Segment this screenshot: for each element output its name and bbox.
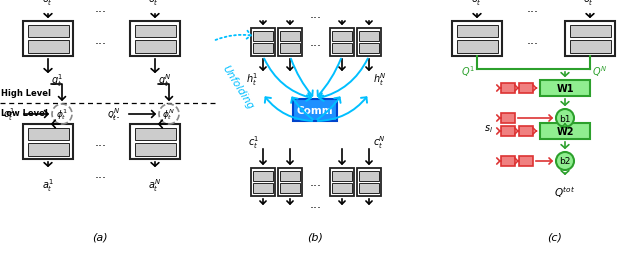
Bar [570, 25, 611, 38]
Text: ...: ... [310, 36, 322, 49]
Bar [519, 156, 533, 166]
Bar [452, 22, 502, 57]
Text: $o_t^1$: $o_t^1$ [42, 0, 54, 8]
Bar [134, 25, 175, 38]
Bar [278, 29, 302, 57]
Bar [332, 184, 352, 194]
Text: $c_t^1$: $c_t^1$ [248, 134, 259, 151]
Text: $o_t^1$: $o_t^1$ [471, 0, 483, 8]
Bar [134, 128, 175, 140]
Text: $o_t^N$: $o_t^N$ [148, 0, 162, 8]
Text: $\phi_t^N$: $\phi_t^N$ [163, 107, 175, 122]
Bar [357, 29, 381, 57]
Bar [332, 32, 352, 41]
Bar [293, 100, 337, 121]
Text: $g_t^1$: $g_t^1$ [51, 72, 63, 89]
Text: $a_t^1$: $a_t^1$ [42, 176, 54, 193]
Bar [280, 171, 300, 181]
Text: ...: ... [95, 33, 107, 46]
Bar [565, 22, 615, 57]
Bar [280, 44, 300, 54]
Bar [28, 144, 68, 156]
Text: $Q^1$: $Q^1$ [461, 64, 475, 79]
Bar [456, 25, 497, 38]
Bar [570, 41, 611, 53]
Bar [253, 32, 273, 41]
Text: Unfolding: Unfolding [221, 63, 255, 110]
Bar [253, 44, 273, 54]
Text: ...: ... [310, 176, 322, 189]
Text: $o_t^N$: $o_t^N$ [108, 106, 121, 123]
Bar [280, 32, 300, 41]
Bar [28, 128, 68, 140]
Bar [23, 22, 73, 57]
Text: ...: ... [527, 33, 539, 46]
Bar [359, 44, 379, 54]
Bar [23, 124, 73, 159]
Bar [332, 44, 352, 54]
Circle shape [556, 152, 574, 170]
Bar [456, 41, 497, 53]
Text: W2: W2 [556, 126, 573, 136]
Text: $h_t^N$: $h_t^N$ [373, 71, 387, 88]
Text: (c): (c) [548, 232, 563, 242]
Text: Comm: Comm [297, 106, 333, 116]
Bar [253, 184, 273, 194]
Text: $s_l$: $s_l$ [484, 123, 493, 134]
Bar [280, 184, 300, 194]
Text: $a_t^N$: $a_t^N$ [148, 176, 162, 193]
Bar [501, 126, 515, 136]
Bar [134, 41, 175, 53]
Text: $o_t^1$: $o_t^1$ [3, 106, 15, 123]
Text: ...: ... [310, 198, 322, 211]
Bar [501, 114, 515, 123]
Bar [519, 126, 533, 136]
Text: $Q^{tot}$: $Q^{tot}$ [554, 184, 575, 199]
Text: $\phi_t^1$: $\phi_t^1$ [56, 107, 68, 122]
Circle shape [556, 109, 574, 128]
Bar [501, 84, 515, 94]
Text: ...: ... [95, 2, 107, 14]
Text: ...: ... [95, 136, 107, 149]
Text: $o_t^N$: $o_t^N$ [583, 0, 596, 8]
Bar [251, 168, 275, 196]
Text: $g_t^N$: $g_t^N$ [158, 72, 172, 89]
Text: ...: ... [109, 108, 121, 121]
Bar [540, 81, 590, 97]
Bar [359, 171, 379, 181]
Bar [28, 25, 68, 38]
Text: High Level: High Level [1, 89, 51, 98]
Text: (b): (b) [307, 232, 323, 242]
Bar [501, 156, 515, 166]
Bar [359, 32, 379, 41]
Bar [253, 171, 273, 181]
Bar [330, 168, 354, 196]
Text: ...: ... [310, 8, 322, 21]
Bar [134, 144, 175, 156]
Bar [130, 124, 180, 159]
Text: $h_t^1$: $h_t^1$ [246, 71, 259, 88]
Bar [330, 29, 354, 57]
Bar [278, 168, 302, 196]
Bar [130, 22, 180, 57]
Text: Low Level: Low Level [1, 108, 48, 117]
Text: ...: ... [527, 2, 539, 14]
Text: $Q^N$: $Q^N$ [592, 64, 607, 79]
Text: $c_t^N$: $c_t^N$ [373, 134, 386, 151]
Text: (a): (a) [92, 232, 108, 242]
Text: b2: b2 [559, 157, 571, 166]
Text: W1: W1 [556, 84, 573, 94]
Text: ...: ... [95, 168, 107, 181]
Bar [359, 184, 379, 194]
Bar [519, 84, 533, 94]
Bar [357, 168, 381, 196]
Bar [251, 29, 275, 57]
Bar [332, 171, 352, 181]
Bar [540, 123, 590, 139]
Bar [28, 41, 68, 53]
Text: b1: b1 [559, 114, 571, 123]
